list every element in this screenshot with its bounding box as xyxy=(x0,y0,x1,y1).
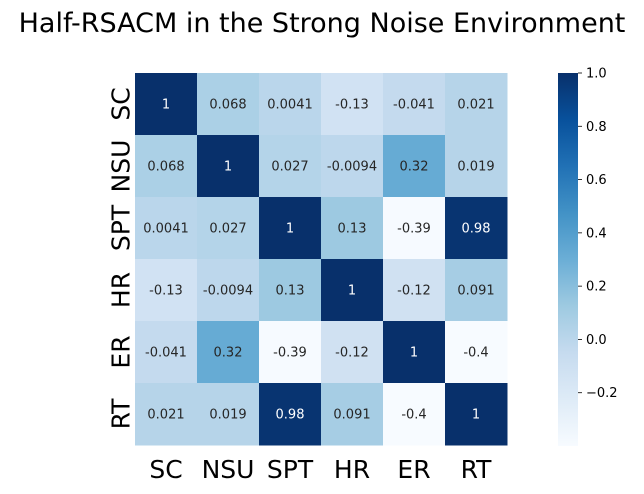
cell-value-label: 0.027 xyxy=(271,160,308,175)
x-tick-label: SPT xyxy=(267,455,314,484)
heatmap-cell xyxy=(135,383,198,446)
heatmap-cell xyxy=(383,259,446,322)
heatmap-cell xyxy=(321,259,384,322)
heatmap-cell xyxy=(445,383,508,446)
colorbar-tick-label: −0.2 xyxy=(586,386,618,401)
cell-value-label: 0.091 xyxy=(333,408,370,423)
x-tick-label: NSU xyxy=(202,455,255,484)
heatmap-cell xyxy=(383,383,446,446)
colorbar-tick-label: 1.0 xyxy=(586,67,607,82)
heatmap-cell xyxy=(135,259,198,322)
cell-value-label: 1 xyxy=(410,346,418,361)
heatmap-cell xyxy=(321,197,384,260)
heatmap-cell xyxy=(197,73,260,136)
colorbar-tick-label: 0.8 xyxy=(586,120,607,135)
cell-value-label: 0.027 xyxy=(209,222,246,237)
heatmap-cell xyxy=(135,73,198,136)
x-tick-label: HR xyxy=(334,455,370,484)
cell-value-label: -0.13 xyxy=(335,98,369,113)
cell-value-label: -0.13 xyxy=(149,284,183,299)
heatmap-cell xyxy=(445,73,508,136)
heatmap-cell xyxy=(197,259,260,322)
heatmap-cell xyxy=(383,197,446,260)
heatmap-cell xyxy=(259,259,322,322)
cell-value-label: -0.39 xyxy=(397,222,431,237)
cell-value-label: 0.32 xyxy=(400,160,429,175)
cell-value-label: 0.021 xyxy=(457,98,494,113)
colorbar-tick-label: 0.4 xyxy=(586,226,607,241)
heatmap-cell xyxy=(383,73,446,136)
x-tick-label: RT xyxy=(461,455,493,484)
cell-value-label: -0.12 xyxy=(397,284,431,299)
cell-value-label: -0.4 xyxy=(463,346,488,361)
y-tick-label: SPT xyxy=(107,204,136,251)
heatmap-cell xyxy=(259,73,322,136)
y-tick-label: ER xyxy=(107,335,136,368)
chart-title: Half-RSACM in the Strong Noise Environme… xyxy=(19,8,626,39)
colorbar-tick-label: 0.6 xyxy=(586,173,607,188)
cell-value-label: 0.98 xyxy=(462,222,491,237)
x-tick-label: ER xyxy=(397,455,430,484)
cell-value-label: 1 xyxy=(162,98,170,113)
heatmap-cell xyxy=(321,321,384,384)
y-axis-ticks: SC NSU SPT HR ER RT xyxy=(107,87,136,429)
x-axis-ticks: SC NSU SPT HR ER RT xyxy=(149,455,492,484)
cell-value-label: 1 xyxy=(224,160,232,175)
cell-value-label: 0.019 xyxy=(209,408,246,423)
heatmap-cell xyxy=(383,135,446,198)
heatmap-cell xyxy=(259,321,322,384)
colorbar-ticks: 1.0 0.8 0.6 0.4 0.2 0.0 −0.2 xyxy=(578,67,618,401)
heatmap-cells: 1 0.068 0.0041 -0.13 -0.041 0.021 0.068 1 0.027 -… xyxy=(135,73,508,446)
cell-value-label: 1 xyxy=(472,408,480,423)
y-tick-label: RT xyxy=(107,398,136,430)
cell-value-label: 0.13 xyxy=(276,284,305,299)
cell-value-label: -0.39 xyxy=(273,346,307,361)
cell-value-label: -0.4 xyxy=(401,408,426,423)
heatmap-cell xyxy=(321,383,384,446)
heatmap-cell xyxy=(135,197,198,260)
colorbar-tick-label: 0.2 xyxy=(586,280,607,295)
heatmap-cell xyxy=(135,321,198,384)
y-tick-label: SC xyxy=(107,87,136,120)
cell-value-label: 1 xyxy=(286,222,294,237)
cell-value-label: -0.0094 xyxy=(327,160,377,175)
y-tick-label: HR xyxy=(107,272,136,308)
cell-value-label: 0.98 xyxy=(276,408,305,423)
heatmap-cell xyxy=(259,197,322,260)
heatmap-cell xyxy=(197,197,260,260)
cell-value-label: -0.041 xyxy=(393,98,435,113)
cell-value-label: -0.041 xyxy=(145,346,187,361)
cell-value-label: 0.091 xyxy=(457,284,494,299)
heatmap-cell xyxy=(197,135,260,198)
cell-value-label: -0.0094 xyxy=(203,284,253,299)
cell-value-label: 0.0041 xyxy=(143,222,189,237)
heatmap-cell xyxy=(445,135,508,198)
heatmap-cell xyxy=(321,73,384,136)
cell-value-label: 0.021 xyxy=(147,408,184,423)
y-tick-label: NSU xyxy=(107,140,136,193)
heatmap-cell xyxy=(321,135,384,198)
heatmap-cell xyxy=(445,197,508,260)
cell-value-label: 0.019 xyxy=(457,160,494,175)
heatmap-cell xyxy=(383,321,446,384)
colorbar: 1.0 0.8 0.6 0.4 0.2 0.0 −0.2 xyxy=(558,67,618,446)
cell-value-label: 1 xyxy=(348,284,356,299)
colorbar-tick-label: 0.0 xyxy=(586,333,607,348)
cell-value-label: 0.068 xyxy=(209,98,246,113)
cell-value-label: 0.13 xyxy=(338,222,367,237)
cell-value-label: 0.32 xyxy=(214,346,243,361)
heatmap-cell xyxy=(259,135,322,198)
cell-value-label: 0.0041 xyxy=(267,98,313,113)
heatmap-cell xyxy=(445,259,508,322)
colorbar-gradient xyxy=(558,73,578,446)
heatmap-cell xyxy=(197,321,260,384)
heatmap-cell xyxy=(259,383,322,446)
cell-value-label: 0.068 xyxy=(147,160,184,175)
heatmap-cell xyxy=(445,321,508,384)
heatmap-cell xyxy=(135,135,198,198)
x-tick-label: SC xyxy=(149,455,182,484)
cell-value-label: -0.12 xyxy=(335,346,369,361)
heatmap-cell xyxy=(197,383,260,446)
